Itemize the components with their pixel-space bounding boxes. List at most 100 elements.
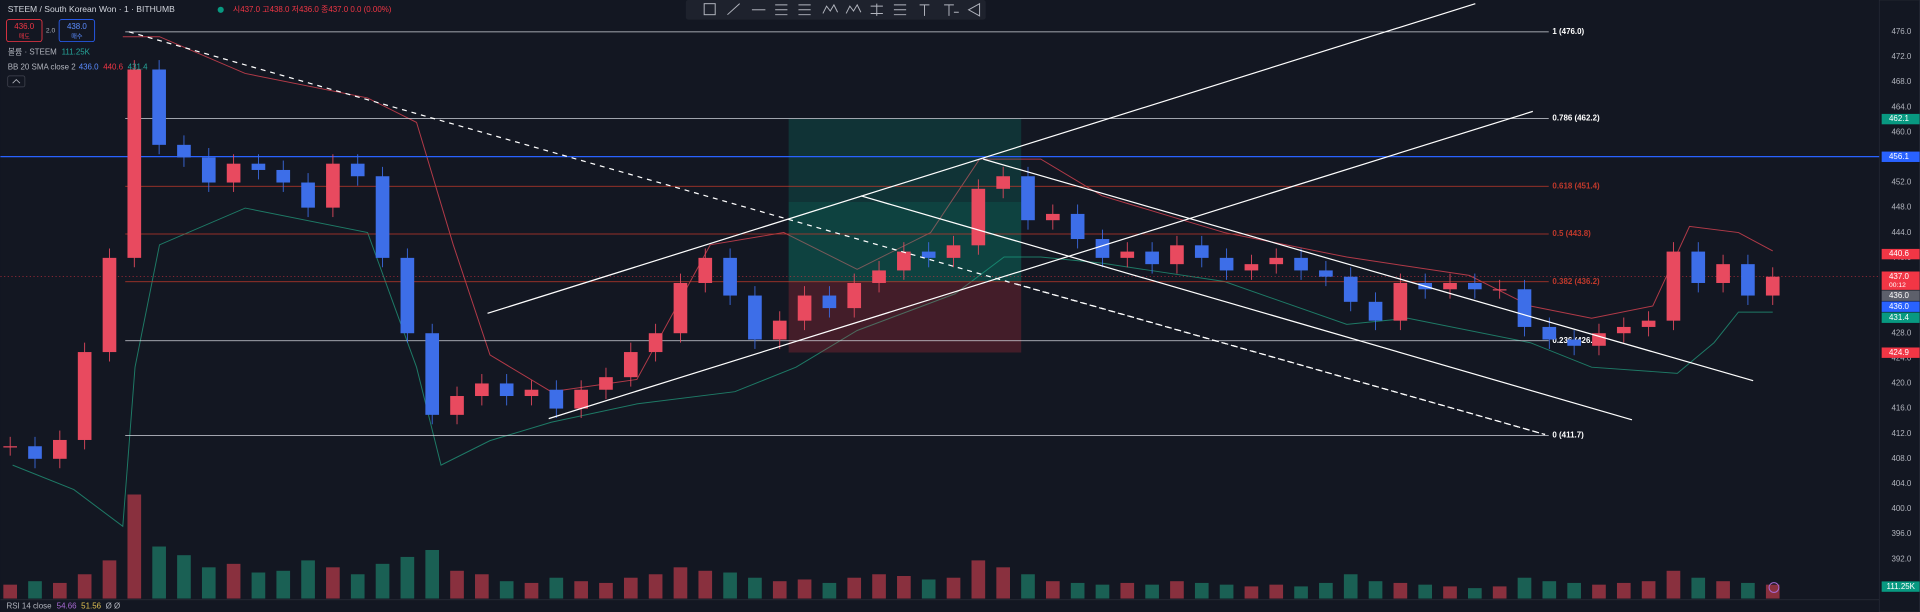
- fib-label: 0.382 (436.2): [1552, 277, 1600, 286]
- collapse-button[interactable]: [7, 75, 26, 88]
- candle-body: [28, 446, 42, 459]
- volume-bar: [1194, 582, 1209, 599]
- candle-body: [152, 69, 166, 145]
- price-tag-label: 431.4: [1889, 313, 1909, 322]
- bb-upper-value: 440.6: [103, 62, 123, 71]
- volume-bar: [1170, 581, 1184, 599]
- candle-body: [499, 383, 514, 397]
- volume-bar: [301, 560, 315, 599]
- replay-icon[interactable]: [1768, 582, 1780, 593]
- candle-body: [1070, 213, 1085, 240]
- price-axis-label: 464.0: [1891, 102, 1911, 111]
- volume-bar: [1219, 584, 1234, 599]
- drawing-toolbar[interactable]: [685, 0, 986, 20]
- volume-bar: [623, 577, 638, 599]
- sell-button[interactable]: [6, 19, 43, 43]
- price-axis-label: 460.0: [1891, 127, 1911, 136]
- candle-body: [996, 176, 1010, 189]
- price-tag-label: 440.6: [1889, 249, 1909, 258]
- candle-body: [1567, 339, 1581, 346]
- candle-body: [1542, 326, 1557, 340]
- volume-bar: [28, 581, 42, 599]
- fib-label: 1 (476.0): [1552, 27, 1584, 36]
- volume-bar: [1120, 582, 1135, 599]
- price-tag-label: 437.0: [1889, 272, 1909, 281]
- price-tag-label: 436.0: [1889, 291, 1909, 300]
- volume-bar: [797, 579, 812, 599]
- bollinger-bands: [12, 36, 1773, 528]
- volume-bar: [971, 560, 986, 599]
- candle-body: [1393, 282, 1408, 321]
- volume-bar: [1070, 582, 1085, 599]
- candle-body: [1691, 251, 1706, 283]
- candle-body: [1219, 257, 1234, 271]
- volume-bar: [177, 555, 191, 599]
- price-tag: [1881, 347, 1920, 358]
- buy-price: 438.0: [67, 22, 87, 31]
- candle-body: [723, 257, 737, 296]
- price-axis-label: 404.0: [1891, 479, 1911, 488]
- candle-body: [1269, 257, 1284, 265]
- candle-body: [1021, 176, 1035, 221]
- candle-body: [1120, 251, 1135, 258]
- price-axis-label: 448.0: [1891, 203, 1911, 212]
- candle-body: [276, 169, 291, 183]
- candle-body: [1641, 320, 1656, 327]
- icon: [822, 3, 839, 14]
- collapse-icon: [12, 78, 21, 84]
- icon: [727, 3, 741, 16]
- candle-body: [847, 282, 862, 309]
- candle-body: [1170, 245, 1184, 265]
- candle-body: [1443, 282, 1457, 290]
- candle-body: [946, 245, 961, 258]
- buy-button[interactable]: [58, 19, 96, 43]
- volume-bar: [52, 582, 67, 599]
- down-channel-lower: [860, 195, 1633, 421]
- drawings: [128, 3, 1754, 436]
- volume-bar: [872, 574, 886, 599]
- volume-bar: [574, 581, 588, 599]
- candle-body: [1741, 264, 1755, 296]
- volume-tag: [1881, 581, 1920, 592]
- price-tag: [1881, 113, 1920, 125]
- candle-body: [52, 439, 67, 459]
- volume-bar: [276, 570, 291, 599]
- fib-label: 0.618 (451.4): [1552, 181, 1600, 190]
- volume-bar: [127, 494, 142, 599]
- volume-bar: [1393, 582, 1408, 599]
- channel-lower: [548, 110, 1534, 420]
- icon: [703, 3, 716, 16]
- volume-bar: [450, 570, 464, 599]
- icon: [967, 2, 981, 17]
- candle-body: [1045, 213, 1060, 221]
- volume-bar: [102, 560, 117, 599]
- price-axis-label: 416.0: [1891, 404, 1911, 413]
- candle-body: [1517, 289, 1532, 327]
- long-position-loss: [788, 281, 1022, 353]
- volume-bar: [1492, 586, 1507, 599]
- buy-label: 매수: [71, 32, 83, 40]
- volume-bar: [748, 577, 762, 599]
- price-axis-label: 444.0: [1891, 228, 1911, 237]
- volume-bar: [524, 582, 539, 599]
- volume-bar: [425, 549, 440, 599]
- volume-bar: [226, 563, 241, 599]
- volume-bar: [1716, 581, 1730, 599]
- fib-label: 0 (411.7): [1552, 431, 1584, 440]
- fib-label: 0.786 (462.2): [1552, 114, 1600, 123]
- volume-bar: [1021, 574, 1035, 599]
- volume-bar: [1592, 584, 1606, 599]
- price-axis-label: 412.0: [1891, 429, 1911, 438]
- icon: [944, 4, 959, 16]
- price-tag-label: 424.9: [1889, 348, 1909, 357]
- volume-bar: [1319, 582, 1333, 599]
- candle-body: [623, 352, 638, 378]
- rsi-label: RSI 14 close: [7, 602, 53, 611]
- ohlc: 시437.0 고438.0 저436.0 종437.0 0.0 (0.00%): [233, 5, 392, 14]
- candle-body: [127, 69, 142, 258]
- volume-bar: [475, 574, 489, 599]
- price-tag: [1881, 290, 1920, 301]
- candle-body: [1368, 301, 1383, 321]
- candle-body: [1319, 270, 1333, 277]
